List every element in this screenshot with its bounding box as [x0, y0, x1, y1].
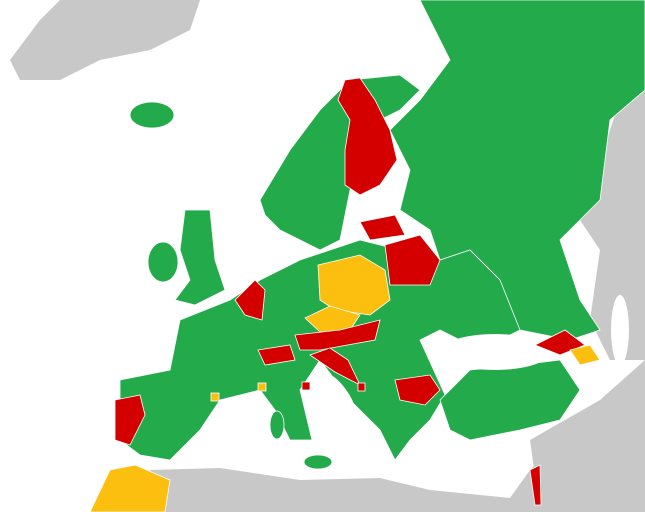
adriatic-sea	[324, 374, 356, 416]
region-ireland[interactable]	[147, 241, 179, 283]
region-sardinia[interactable]	[269, 410, 285, 440]
region-monaco[interactable]	[257, 382, 267, 392]
region-montenegro[interactable]	[357, 382, 366, 392]
greenland	[10, 0, 200, 80]
region-united-kingdom[interactable]	[174, 209, 226, 306]
region-iceland[interactable]	[129, 101, 175, 129]
region-czech-republic[interactable]	[304, 305, 361, 333]
black-sea	[440, 334, 550, 370]
region-austria[interactable]	[294, 319, 381, 351]
asia	[580, 90, 645, 360]
region-belarus[interactable]	[384, 234, 441, 286]
region-san-marino[interactable]	[301, 381, 311, 391]
region-bulgaria[interactable]	[394, 374, 441, 406]
region-netherlands[interactable]	[234, 279, 266, 321]
caspian-sea	[611, 295, 629, 365]
region-israel[interactable]	[529, 464, 542, 506]
region-armenia[interactable]	[569, 344, 601, 366]
region-morocco[interactable]	[89, 464, 171, 512]
region-portugal[interactable]	[114, 394, 146, 446]
region-poland[interactable]	[317, 254, 391, 316]
region-slovenia-croatia[interactable]	[309, 347, 361, 386]
region-finland[interactable]	[337, 77, 398, 196]
region-georgia[interactable]	[534, 329, 586, 356]
region-sicily[interactable]	[303, 454, 333, 470]
region-latvia[interactable]	[359, 214, 406, 241]
region-andorra[interactable]	[210, 392, 220, 402]
region-switzerland[interactable]	[257, 344, 296, 366]
north-africa	[150, 440, 600, 512]
